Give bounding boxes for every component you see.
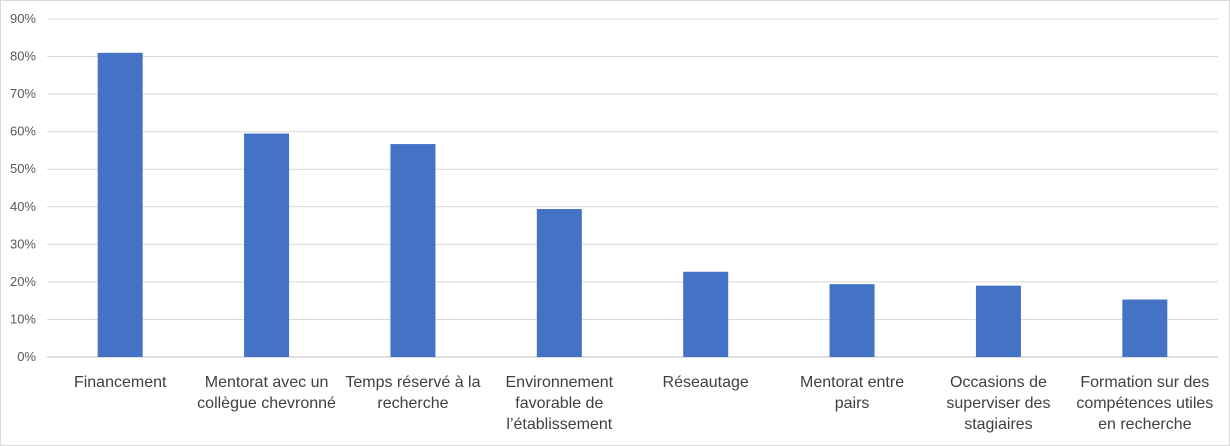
bar: [1122, 299, 1168, 357]
category-label: l’établissement: [506, 416, 612, 433]
category-label: stagiaires: [964, 416, 1032, 433]
category-label: Formation sur des: [1080, 374, 1209, 391]
y-tick-label: 40%: [10, 199, 36, 214]
bar: [975, 285, 1021, 357]
y-tick-label: 90%: [10, 11, 36, 26]
category-label: Temps réservé à la: [345, 374, 480, 391]
category-label: collègue chevronné: [197, 395, 336, 412]
y-tick-label: 20%: [10, 274, 36, 289]
y-tick-label: 70%: [10, 86, 36, 101]
y-tick-label: 10%: [10, 311, 36, 326]
category-label: Occasions de: [950, 374, 1047, 391]
category-label: recherche: [377, 395, 448, 412]
bar: [683, 271, 729, 357]
y-tick-label: 50%: [10, 161, 36, 176]
category-label: en recherche: [1098, 416, 1191, 433]
category-label: Mentorat avec un: [205, 374, 329, 391]
y-tick-label: 80%: [10, 49, 36, 64]
bar: [536, 209, 582, 357]
bar: [244, 133, 290, 357]
y-tick-label: 30%: [10, 236, 36, 251]
category-label: Financement: [74, 374, 167, 391]
category-label: favorable de: [515, 395, 603, 412]
category-label: superviser des: [946, 395, 1050, 412]
bar: [829, 284, 875, 357]
bar: [97, 52, 143, 358]
bar: [390, 144, 436, 357]
y-tick-label: 0%: [17, 349, 36, 364]
category-label: Mentorat entre: [800, 374, 904, 391]
y-tick-label: 60%: [10, 124, 36, 139]
category-label: compétences utiles: [1076, 395, 1213, 412]
category-label: Environnement: [506, 374, 614, 391]
category-label: Réseautage: [663, 374, 749, 391]
category-label: pairs: [835, 395, 870, 412]
